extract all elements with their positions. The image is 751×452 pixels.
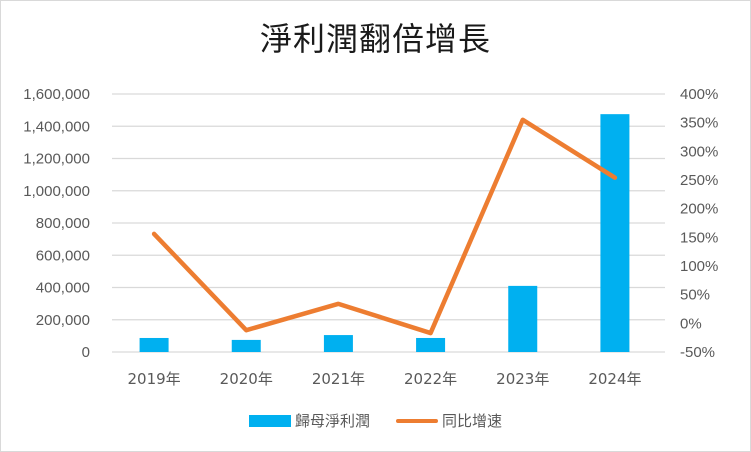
chart-legend: 歸母淨利潤 同比增速 (0, 410, 751, 431)
right-axis-tick: 150% (680, 229, 718, 246)
left-axis-tick: 0 (82, 344, 90, 361)
legend-item-yoy-growth: 同比增速 (396, 410, 502, 431)
x-axis-tick: 2021年 (312, 370, 365, 388)
left-axis-tick: 1,000,000 (23, 183, 90, 200)
right-axis-tick: -50% (680, 344, 715, 361)
left-axis-tick: 1,200,000 (23, 151, 90, 168)
bar-net-profit (323, 335, 353, 352)
left-axis-tick: 200,000 (36, 312, 90, 329)
x-axis-tick: 2023年 (496, 370, 549, 388)
right-axis-tick: 0% (680, 315, 702, 332)
x-axis-tick: 2022年 (404, 370, 457, 388)
right-axis-tick: 350% (680, 115, 718, 132)
left-axis-tick: 1,400,000 (23, 118, 90, 135)
x-axis-tick: 2019年 (127, 370, 180, 388)
left-axis-tick: 600,000 (36, 247, 90, 264)
left-axis-tick: 400,000 (36, 280, 90, 297)
right-axis-tick: 400% (680, 86, 718, 103)
bar-net-profit (416, 337, 446, 352)
right-axis-tick: 200% (680, 201, 718, 218)
left-axis-tick: 1,600,000 (23, 86, 90, 103)
right-axis-tick: 300% (680, 143, 718, 160)
bar-net-profit (231, 339, 261, 352)
x-axis-tick: 2020年 (220, 370, 273, 388)
x-axis-tick: 2024年 (588, 370, 641, 388)
chart-title: 淨利潤翻倍增長 (259, 20, 491, 58)
legend-label-net-profit: 歸母淨利潤 (294, 412, 370, 430)
left-axis-tick: 800,000 (36, 215, 90, 232)
legend-label-yoy-growth: 同比增速 (442, 412, 503, 430)
right-axis-tick: 250% (680, 172, 718, 189)
right-axis-tick: 100% (680, 258, 718, 275)
bar-net-profit (600, 114, 630, 352)
right-axis-tick: 50% (680, 287, 710, 304)
legend-bar-swatch (248, 414, 291, 427)
bar-net-profit (139, 337, 169, 352)
legend-line-swatch (396, 418, 438, 423)
bar-net-profit (508, 285, 538, 352)
line-yoy-growth (151, 117, 618, 336)
legend-item-net-profit: 歸母淨利潤 (248, 410, 370, 431)
